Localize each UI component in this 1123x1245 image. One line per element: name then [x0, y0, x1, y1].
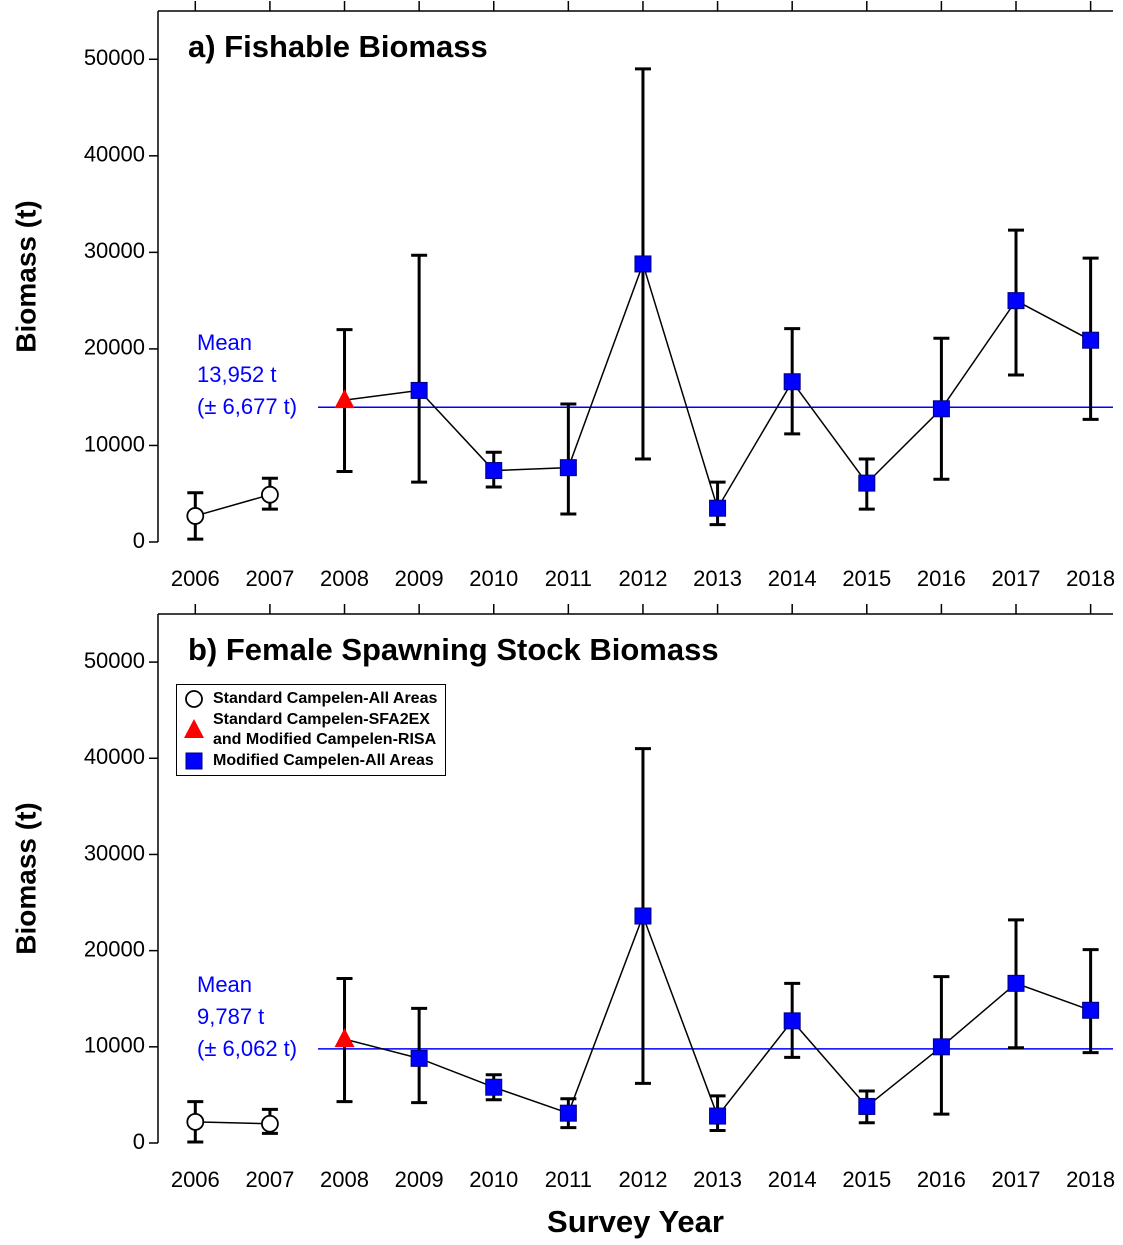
series-line — [195, 1121, 270, 1125]
y-tick-label: 40000 — [84, 744, 145, 769]
y-tick-label: 0 — [133, 528, 145, 553]
x-tick-label: 2007 — [245, 566, 294, 591]
mean-label: Mean 9,787 t (± 6,062 t) — [197, 971, 298, 1061]
marker-triangle — [184, 719, 204, 738]
x-tick-label: 2014 — [768, 566, 817, 591]
x-tick-label: 2018 — [1066, 566, 1115, 591]
x-tick-label: 2015 — [842, 566, 891, 591]
y-tick-label: 20000 — [84, 936, 145, 961]
marker-square — [485, 1078, 503, 1096]
marker-square — [709, 499, 727, 517]
marker-circle — [185, 690, 203, 708]
x-tick-label: 2017 — [992, 1167, 1041, 1192]
legend-entry: Standard Campelen-All Areas — [183, 688, 437, 710]
x-tick-label: 2014 — [768, 1167, 817, 1192]
marker-square — [185, 752, 203, 770]
x-tick-label: 2010 — [469, 1167, 518, 1192]
y-tick-label: 0 — [133, 1129, 145, 1154]
marker-square — [1007, 974, 1025, 992]
marker-square — [634, 907, 652, 925]
marker-circle — [261, 485, 279, 504]
x-tick-label: 2006 — [171, 1167, 220, 1192]
marker-square — [1082, 331, 1100, 349]
marker-circle — [186, 1112, 205, 1131]
marker-square — [932, 1038, 950, 1056]
marker-circle — [186, 507, 205, 525]
marker-triangle — [334, 389, 355, 409]
x-axis-title: Survey Year — [547, 1204, 724, 1239]
marker-square — [858, 1097, 876, 1115]
y-tick-label: 10000 — [84, 431, 145, 456]
series-line — [344, 913, 1091, 1118]
y-axis-title: Biomass (t) — [10, 802, 41, 954]
x-tick-label: 2008 — [320, 1167, 369, 1192]
marker-square — [783, 373, 801, 391]
legend-icon — [185, 690, 203, 708]
series-line — [344, 261, 1091, 511]
marker-square — [410, 381, 428, 399]
marker-square — [634, 255, 652, 273]
mean-label: Mean 13,952 t (± 6,677 t) — [197, 330, 298, 420]
marker-square — [1007, 292, 1025, 310]
marker-square — [783, 1012, 801, 1030]
marker-square — [932, 400, 950, 418]
y-tick-label: 50000 — [84, 45, 145, 70]
legend: Standard Campelen-All Areas Standard Camp… — [176, 684, 447, 776]
error-bar — [1082, 948, 1099, 1055]
x-tick-label: 2008 — [320, 566, 369, 591]
x-tick-label: 2013 — [693, 1167, 742, 1192]
x-tick-label: 2017 — [992, 566, 1041, 591]
y-tick-label: 50000 — [84, 648, 145, 673]
series-line — [195, 493, 271, 517]
y-tick-label: 30000 — [84, 840, 145, 865]
x-tick-label: 2011 — [545, 1167, 592, 1192]
marker-square — [709, 1107, 727, 1125]
y-tick-label: 20000 — [84, 335, 145, 360]
x-tick-label: 2009 — [395, 566, 444, 591]
marker-triangle — [334, 1028, 355, 1048]
y-axis-title: Biomass (t) — [10, 200, 41, 352]
x-tick-label: 2012 — [618, 566, 667, 591]
legend-icon — [185, 752, 203, 770]
legend-entry: Modified Campelen-All Areas — [183, 750, 437, 772]
legend-label: Modified Campelen-All Areas — [213, 752, 434, 769]
x-tick-label: 2011 — [545, 566, 592, 591]
x-tick-label: 2016 — [917, 566, 966, 591]
legend-icon — [184, 719, 204, 738]
error-bar — [411, 253, 428, 484]
marker-circle — [261, 1114, 279, 1133]
chart-title: a) Fishable Biomass — [188, 29, 488, 64]
marker-square — [559, 1104, 577, 1122]
legend-entry: Standard Campelen-SFA2EX and Modified Ca… — [183, 710, 437, 750]
marker-square — [485, 462, 503, 480]
marker-square — [858, 474, 876, 492]
legend-label: Standard Campelen-SFA2EX and Modified Ca… — [213, 711, 437, 748]
x-tick-label: 2013 — [693, 566, 742, 591]
x-tick-label: 2016 — [917, 1167, 966, 1192]
chart-title: b) Female Spawning Stock Biomass — [188, 632, 719, 667]
y-tick-label: 40000 — [84, 142, 145, 167]
x-tick-label: 2007 — [245, 1167, 294, 1192]
x-tick-label: 2010 — [469, 566, 518, 591]
y-tick-label: 10000 — [84, 1033, 145, 1058]
legend-label: Standard Campelen-All Areas — [213, 690, 438, 707]
x-tick-label: 2018 — [1066, 1167, 1115, 1192]
y-tick-label: 30000 — [84, 238, 145, 263]
marker-square — [1082, 1001, 1100, 1019]
marker-square — [410, 1049, 428, 1067]
x-tick-label: 2015 — [842, 1167, 891, 1192]
x-tick-label: 2006 — [171, 566, 220, 591]
error-bar — [560, 402, 577, 516]
x-tick-label: 2012 — [618, 1167, 667, 1192]
x-tick-label: 2009 — [395, 1167, 444, 1192]
marker-square — [559, 459, 577, 477]
